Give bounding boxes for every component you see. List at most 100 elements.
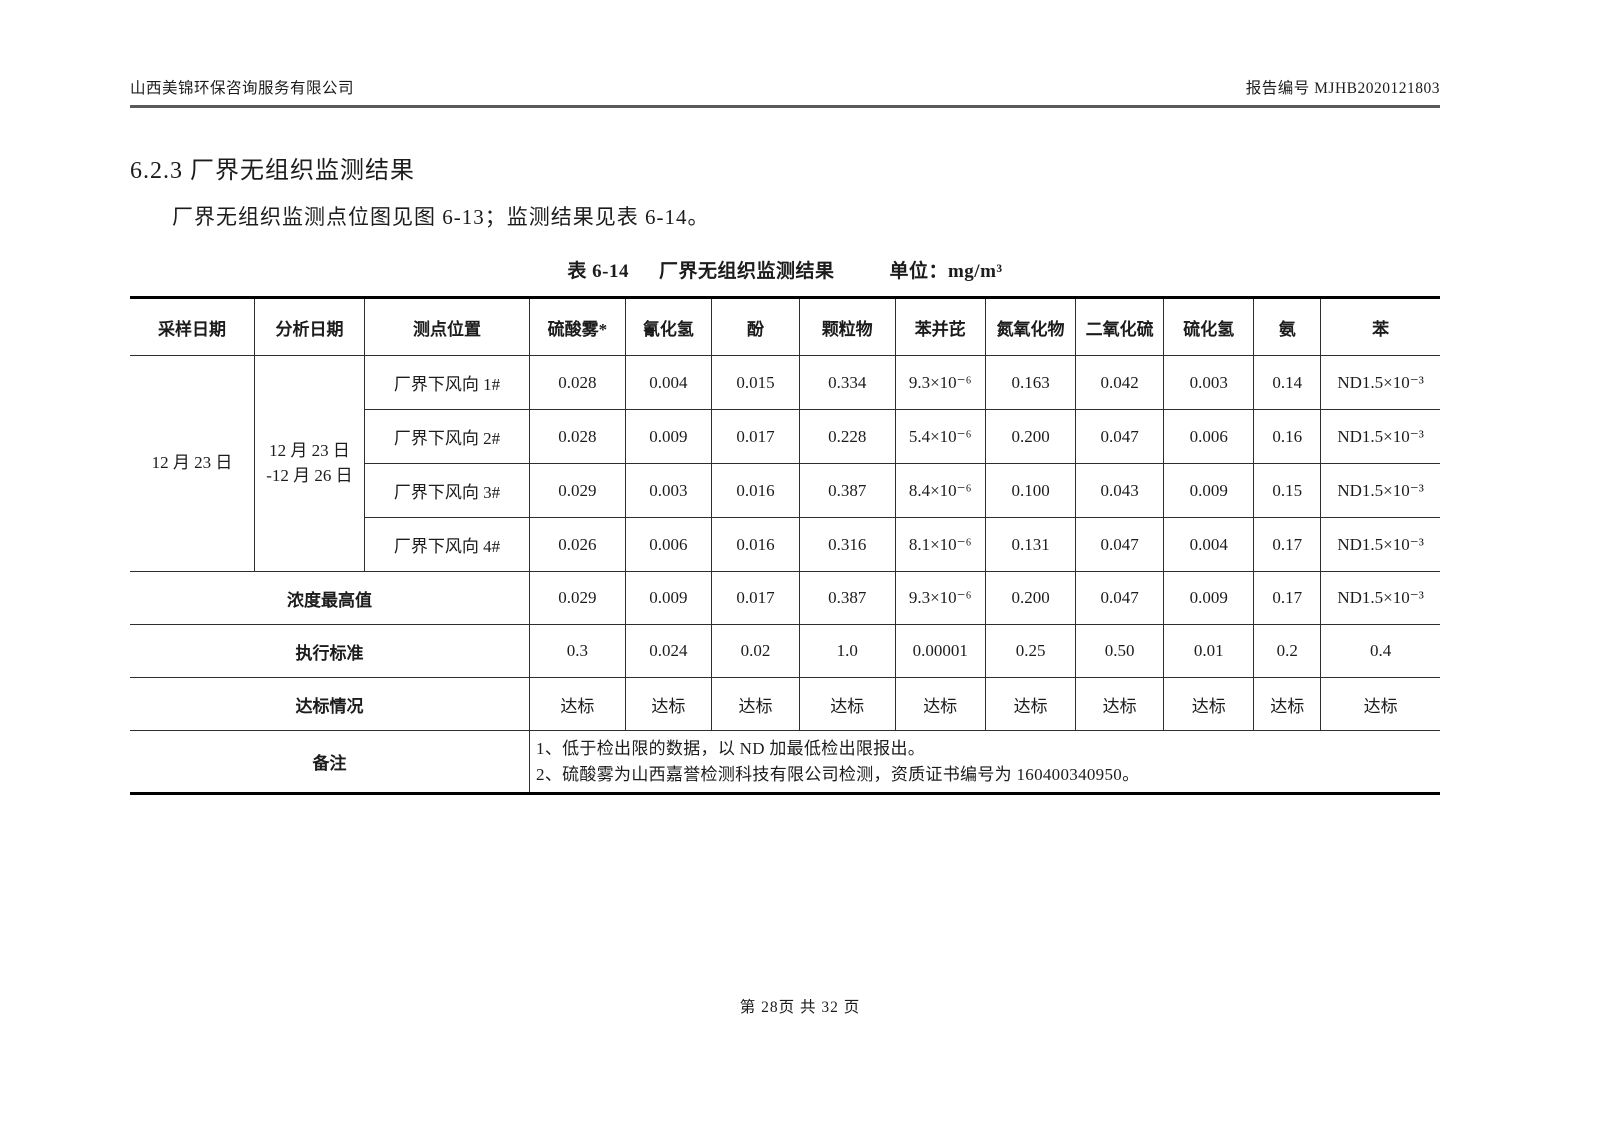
value-cell: 0.026	[529, 517, 626, 572]
value-cell: 达标	[1163, 677, 1255, 731]
value-cell: 达标	[711, 677, 800, 731]
sampling-date-cell: 12 月 23 日	[130, 355, 255, 572]
page-header: 山西美锦环保咨询服务有限公司 报告编号 MJHB2020121803	[130, 0, 1440, 108]
value-cell: 0.006	[1163, 409, 1255, 464]
value-cell: 0.016	[711, 463, 800, 518]
value-cell: 0.387	[798, 571, 896, 625]
value-cell: 0.047	[1075, 409, 1165, 464]
value-cell: 0.047	[1075, 571, 1165, 625]
summary-label: 达标情况	[130, 677, 531, 731]
value-cell: 0.009	[624, 409, 713, 464]
column-header: 氨	[1253, 297, 1322, 356]
company-name: 山西美锦环保咨询服务有限公司	[130, 80, 355, 97]
section-title: 6.2.3 厂界无组织监测结果	[130, 158, 415, 184]
value-cell: 0.024	[624, 624, 713, 678]
max-concentration-row: 浓度最高值 0.029 0.009 0.017 0.387 9.3×10⁻⁶ 0…	[130, 571, 1440, 625]
value-cell: 0.047	[1075, 517, 1165, 572]
value-cell: ND1.5×10⁻³	[1320, 355, 1440, 410]
value-cell: 0.028	[529, 355, 626, 410]
summary-label: 执行标准	[130, 624, 531, 678]
value-cell: 0.016	[711, 517, 800, 572]
column-header: 硫酸雾*	[529, 297, 626, 356]
value-cell: 0.200	[984, 571, 1077, 625]
column-header: 氮氧化物	[984, 297, 1077, 356]
remark-line: 2、硫酸雾为山西嘉誉检测科技有限公司检测，资质证书编号为 16040034095…	[536, 764, 1140, 784]
table-caption-label: 表 6-14	[567, 261, 629, 282]
location-cell: 厂界下风向 4#	[364, 517, 531, 572]
column-header: 二氧化硫	[1075, 297, 1165, 356]
remark-content: 1、低于检出限的数据，以 ND 加最低检出限报出。 2、硫酸雾为山西嘉誉检测科技…	[529, 730, 1440, 794]
value-cell: ND1.5×10⁻³	[1320, 409, 1440, 464]
table-caption-title: 厂界无组织监测结果	[658, 261, 835, 282]
value-cell: 0.200	[984, 409, 1077, 464]
value-cell: 0.017	[711, 409, 800, 464]
remark-line: 1、低于检出限的数据，以 ND 加最低检出限报出。	[536, 739, 926, 758]
value-cell: 0.25	[984, 624, 1077, 678]
value-cell: 9.3×10⁻⁶	[894, 571, 986, 625]
value-cell: 0.14	[1253, 355, 1322, 410]
column-header: 采样日期	[130, 297, 255, 356]
value-cell: 5.4×10⁻⁶	[894, 409, 986, 464]
column-header: 苯并芘	[894, 297, 986, 356]
table-row: 厂界下风向 4# 0.026 0.006 0.016 0.316 8.1×10⁻…	[130, 517, 1440, 572]
value-cell: 0.4	[1320, 624, 1440, 678]
value-cell: 0.006	[624, 517, 713, 572]
table-caption-unit-label: 单位：	[889, 261, 948, 282]
column-header: 酚	[711, 297, 800, 356]
value-cell: 达标	[529, 677, 626, 731]
value-cell: 0.17	[1253, 571, 1322, 625]
value-cell: 0.228	[798, 409, 896, 464]
value-cell: 9.3×10⁻⁶	[894, 355, 986, 410]
remark-label: 备注	[130, 730, 531, 794]
value-cell: 达标	[624, 677, 713, 731]
value-cell: 0.003	[1163, 355, 1255, 410]
value-cell: 0.017	[711, 571, 800, 625]
table-caption-unit-value: mg/m³	[947, 261, 1003, 282]
analysis-date-line: -12 月 26 日	[266, 465, 353, 485]
value-cell: ND1.5×10⁻³	[1320, 517, 1440, 572]
value-cell: 0.028	[529, 409, 626, 464]
value-cell: 0.009	[1163, 571, 1255, 625]
compliance-row: 达标情况 达标 达标 达标 达标 达标 达标 达标 达标 达标 达标	[130, 677, 1440, 731]
value-cell: 0.029	[529, 463, 626, 518]
value-cell: 0.2	[1253, 624, 1322, 678]
value-cell: 0.387	[798, 463, 896, 518]
value-cell: 0.163	[984, 355, 1077, 410]
value-cell: 0.02	[711, 624, 800, 678]
value-cell: 0.01	[1163, 624, 1255, 678]
page-footer: 第 28页 共 32 页	[739, 999, 861, 1016]
value-cell: 达标	[1253, 677, 1322, 731]
column-header: 分析日期	[253, 297, 365, 356]
table-row: 厂界下风向 3# 0.029 0.003 0.016 0.387 8.4×10⁻…	[130, 463, 1440, 518]
value-cell: 0.004	[1163, 517, 1255, 572]
analysis-date-cell: 12 月 23 日 -12 月 26 日	[253, 355, 365, 572]
remark-row: 备注 1、低于检出限的数据，以 ND 加最低检出限报出。 2、硫酸雾为山西嘉誉检…	[130, 730, 1440, 794]
analysis-date-line: 12 月 23 日	[269, 440, 350, 460]
value-cell: 0.004	[624, 355, 713, 410]
page-content: 山西美锦环保咨询服务有限公司 报告编号 MJHB2020121803 6.2.3…	[130, 0, 1440, 795]
summary-label: 浓度最高值	[130, 571, 531, 625]
value-cell: 0.100	[984, 463, 1077, 518]
value-cell: 0.003	[624, 463, 713, 518]
column-header: 测点位置	[363, 297, 531, 356]
location-cell: 厂界下风向 3#	[364, 463, 531, 518]
value-cell: 0.009	[624, 571, 713, 625]
value-cell: 达标	[1320, 677, 1440, 731]
value-cell: 0.00001	[894, 624, 986, 678]
column-header: 苯	[1320, 297, 1440, 356]
value-cell: 达标	[894, 677, 986, 731]
column-header: 硫化氢	[1163, 297, 1255, 356]
value-cell: 0.029	[529, 571, 626, 625]
value-cell: 0.17	[1253, 517, 1322, 572]
value-cell: 达标	[1075, 677, 1165, 731]
value-cell: 0.042	[1075, 355, 1165, 410]
value-cell: 0.316	[798, 517, 896, 572]
location-cell: 厂界下风向 1#	[363, 355, 531, 410]
value-cell: 0.50	[1075, 624, 1165, 678]
table-row: 12 月 23 日 12 月 23 日 -12 月 26 日 厂界下风向 1# …	[130, 355, 1440, 572]
value-cell: 0.015	[711, 355, 800, 410]
value-cell: ND1.5×10⁻³	[1320, 463, 1440, 518]
column-header: 氰化氢	[624, 297, 713, 356]
value-cell: ND1.5×10⁻³	[1320, 571, 1440, 625]
